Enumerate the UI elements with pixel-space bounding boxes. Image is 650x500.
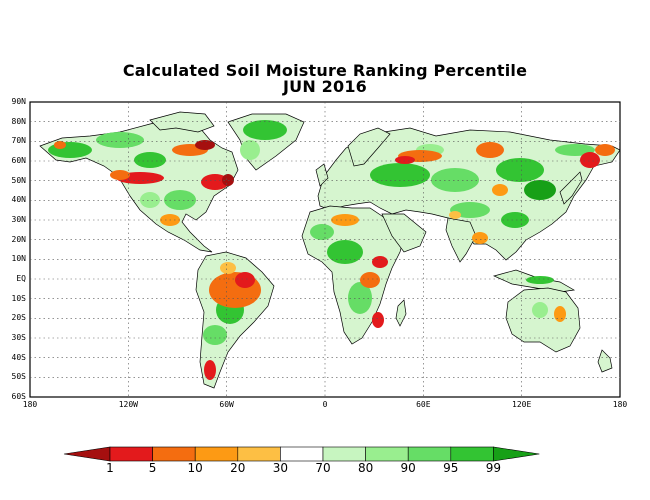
- colorbar-label: 90: [400, 461, 416, 475]
- colorbar-label: 30: [272, 461, 289, 475]
- scandinavia: [347, 127, 391, 167]
- lon-label: 0: [322, 400, 328, 409]
- lon-label: 120E: [512, 400, 532, 409]
- lat-label: 30S: [11, 333, 26, 342]
- anomaly-patches: [48, 120, 615, 380]
- lon-label: 60E: [416, 400, 431, 409]
- colorbar-segment: [152, 446, 196, 462]
- lat-label: 80N: [11, 116, 26, 126]
- lat-label: EQ: [16, 274, 26, 283]
- lon-label: 60W: [219, 400, 234, 409]
- colorbar-segment: [280, 446, 324, 462]
- colorbar-segment: [109, 446, 153, 462]
- map-subtitle-date: JUN 2016: [282, 77, 368, 96]
- japan: [559, 171, 583, 205]
- new-zealand: [597, 349, 613, 373]
- lat-label: 40S: [11, 352, 26, 362]
- colorbar-label: 80: [357, 461, 374, 475]
- australia: [505, 287, 581, 353]
- lat-label: 40N: [11, 195, 26, 205]
- map-title: Calculated Soil Moisture Ranking Percent…: [122, 61, 528, 80]
- colorbar-low-arrow: [63, 446, 111, 462]
- colorbar-label: 20: [230, 461, 246, 475]
- arctic-islands: [149, 111, 215, 133]
- colorbar-segment: [322, 446, 366, 462]
- lat-label: 10N: [11, 254, 26, 264]
- lon-label: 120W: [118, 400, 138, 409]
- colorbar-label: 5: [148, 461, 157, 475]
- colorbar: [63, 446, 540, 462]
- colorbar-label: 1: [106, 461, 114, 475]
- map-gridlines: [30, 102, 620, 397]
- lat-label: 60N: [11, 156, 26, 165]
- lat-label: 30N: [11, 215, 26, 224]
- lat-label: 20S: [11, 313, 26, 323]
- colorbar-label: 99: [485, 461, 502, 475]
- colorbar-label: 95: [443, 461, 459, 475]
- lat-label: 90N: [11, 97, 26, 106]
- lat-label: 20N: [11, 234, 26, 244]
- lon-label: 180: [22, 400, 38, 409]
- colorbar-segment: [237, 446, 281, 462]
- lat-label: 50S: [11, 372, 26, 382]
- lat-label: 50N: [11, 175, 26, 185]
- arabia: [381, 213, 427, 253]
- colorbar-segment: [450, 446, 494, 462]
- madagascar: [395, 299, 407, 327]
- colorbar-segment: [407, 446, 452, 462]
- lon-label: 180: [612, 400, 628, 409]
- lat-label: 10S: [11, 293, 26, 303]
- colorbar-segment: [194, 446, 239, 462]
- colorbar-label: 70: [315, 461, 331, 475]
- india: [445, 217, 477, 263]
- colorbar-label: 10: [187, 461, 203, 475]
- lat-label: 70N: [11, 136, 26, 146]
- lat-label: 60S: [11, 392, 26, 401]
- colorbar-segment: [365, 446, 409, 462]
- colorbar-high-arrow: [493, 446, 540, 462]
